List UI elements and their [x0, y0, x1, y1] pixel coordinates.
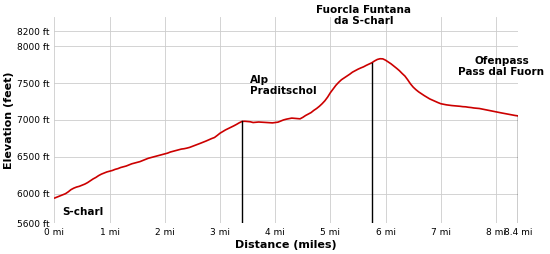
- Y-axis label: Elevation (feet): Elevation (feet): [4, 71, 14, 169]
- Text: Alp
Praditschol: Alp Praditschol: [250, 75, 317, 96]
- Text: S-charl: S-charl: [63, 207, 104, 217]
- Text: Ofenpass
Pass dal Fuorn: Ofenpass Pass dal Fuorn: [459, 56, 544, 77]
- X-axis label: Distance (miles): Distance (miles): [235, 240, 337, 250]
- Text: Fuorcla Funtana
da S-charl: Fuorcla Funtana da S-charl: [316, 5, 411, 26]
